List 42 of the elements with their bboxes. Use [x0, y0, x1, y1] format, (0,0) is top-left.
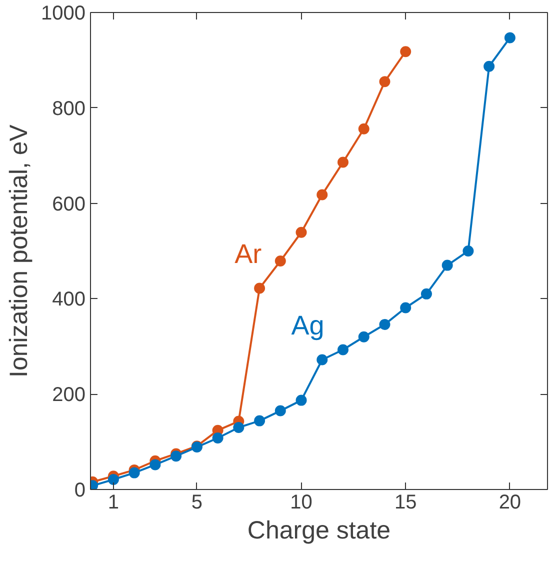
point	[254, 282, 266, 294]
point	[442, 260, 453, 271]
x-tick-label: 1	[108, 492, 120, 514]
point	[484, 60, 495, 72]
series-label: Ag	[291, 310, 324, 341]
y-tick-label: 0	[74, 480, 86, 502]
y-tick-label: 400	[52, 288, 86, 311]
y-tick-label: 200	[52, 384, 86, 406]
series-label: Ar	[234, 239, 262, 270]
point	[233, 422, 244, 433]
point	[338, 344, 348, 356]
point	[212, 432, 224, 444]
point	[296, 394, 307, 406]
point	[420, 288, 432, 300]
x-tick-label: 15	[394, 492, 417, 514]
point	[462, 246, 474, 256]
point	[400, 46, 412, 58]
point	[316, 354, 328, 366]
x-axis-title: Charge state	[247, 516, 391, 544]
point	[108, 474, 119, 485]
point	[274, 256, 286, 267]
x-tick-label: 20	[498, 492, 522, 514]
point	[316, 189, 328, 200]
point	[338, 156, 348, 168]
point	[128, 467, 140, 478]
y-tick-label: 1000	[41, 2, 86, 24]
point	[379, 318, 390, 330]
point	[379, 76, 390, 88]
point	[274, 405, 286, 416]
point	[170, 450, 182, 462]
point	[504, 32, 516, 44]
point	[296, 226, 307, 238]
point	[254, 415, 266, 426]
x-tick-label: 10	[290, 492, 312, 514]
point	[358, 331, 370, 342]
point	[358, 123, 370, 134]
point	[400, 302, 412, 314]
x-tick-label: 5	[191, 492, 202, 514]
point	[150, 459, 161, 470]
y-axis-title: Ionization potential, eV	[5, 124, 34, 378]
y-tick-label: 800	[52, 98, 86, 120]
y-tick-label: 600	[52, 193, 86, 216]
